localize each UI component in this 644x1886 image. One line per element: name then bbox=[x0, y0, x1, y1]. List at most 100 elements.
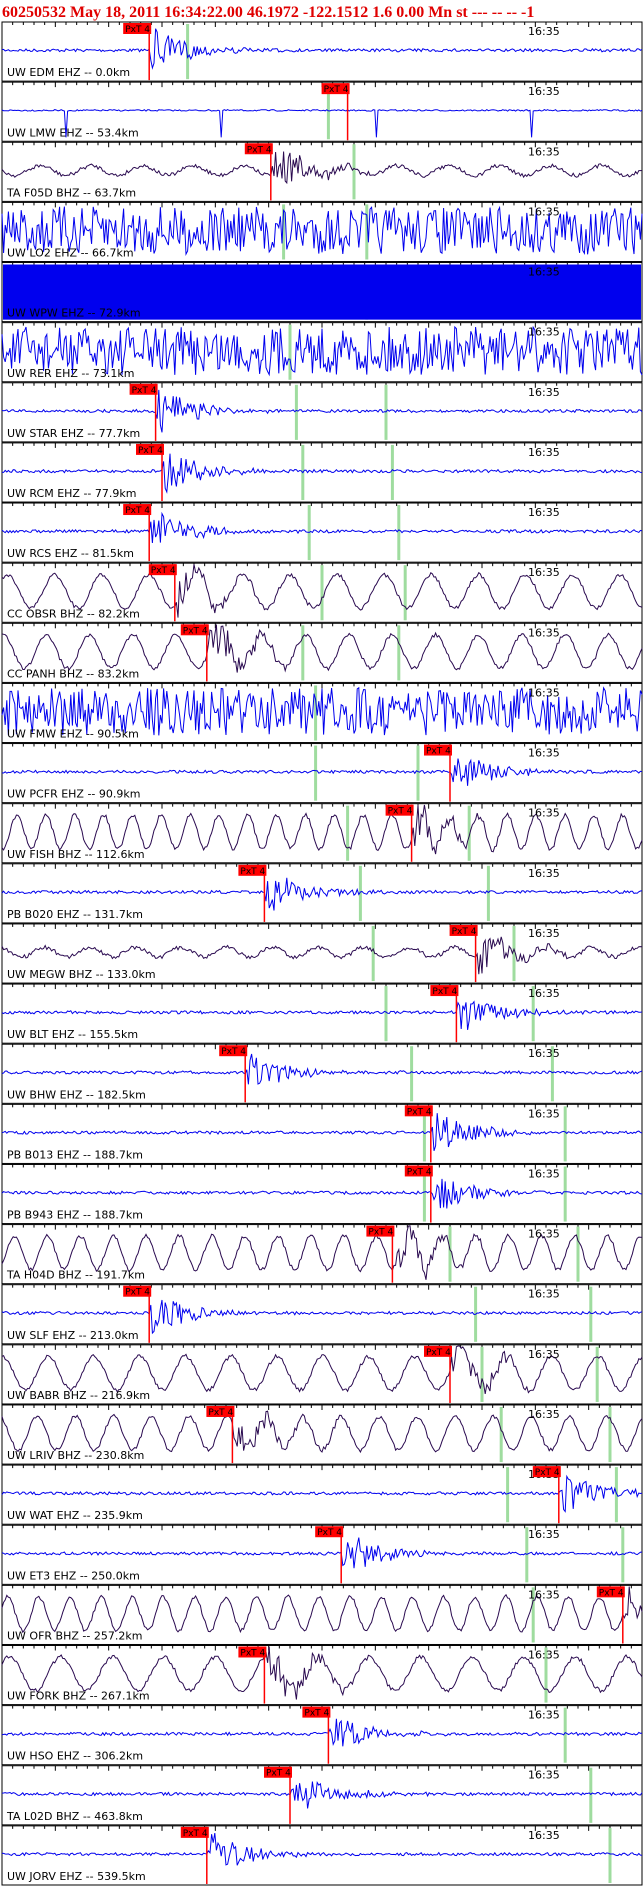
pick-tag bbox=[404, 1165, 433, 1177]
pick-label: PxT 4 bbox=[151, 566, 176, 576]
pick-tag bbox=[532, 1466, 561, 1478]
pick-tag bbox=[430, 985, 459, 997]
waveform bbox=[1, 877, 643, 911]
trace: UW LO2 EHZ -- 66.7km 16:35 bbox=[1, 201, 643, 263]
pick-tag bbox=[219, 1045, 248, 1057]
trace-label: UW WPW EHZ -- 72.9km bbox=[7, 307, 141, 320]
pick-tag bbox=[136, 443, 164, 455]
pick-label: PxT 4 bbox=[240, 867, 265, 877]
trace: UW LMW EHZ -- 53.4km 16:35 PxT 4 bbox=[1, 81, 643, 142]
pick-tag bbox=[404, 1105, 433, 1117]
trace-time: 16:35 bbox=[528, 927, 560, 940]
trace-label: PB B943 EHZ -- 188.7km bbox=[7, 1209, 143, 1222]
pick-label: PxT 4 bbox=[368, 1228, 393, 1238]
trace-label: TA F05D BHZ -- 63.7km bbox=[6, 186, 136, 199]
pick-tag bbox=[180, 624, 209, 636]
trace-time: 16:35 bbox=[528, 626, 560, 639]
pick-label: PxT 4 bbox=[208, 1408, 233, 1418]
waveform bbox=[1, 686, 643, 736]
pick-tag bbox=[180, 1826, 209, 1838]
waveform bbox=[1, 1225, 643, 1280]
trace-time: 16:35 bbox=[528, 1228, 560, 1241]
trace-label: UW LMW EHZ -- 53.4km bbox=[7, 126, 139, 139]
trace: UW RER EHZ -- 73.1km 16:35 bbox=[1, 322, 643, 383]
trace-time: 16:35 bbox=[528, 326, 560, 339]
waveform bbox=[1, 1345, 643, 1394]
trace: UW BLT EHZ -- 155.5km 16:35 PxT 4 bbox=[1, 983, 643, 1044]
waveform bbox=[1, 1586, 643, 1634]
trace-time: 16:35 bbox=[528, 747, 560, 760]
pick-label: PxT 4 bbox=[183, 1829, 208, 1839]
trace: CC PANH BHZ -- 83.2km 16:35 PxT 4 bbox=[1, 622, 643, 683]
pick-tag bbox=[206, 1405, 235, 1417]
trace-time: 16:35 bbox=[528, 145, 560, 158]
waveform bbox=[1, 28, 643, 70]
trace: UW BHW EHZ -- 182.5km 16:35 PxT 4 bbox=[1, 1043, 643, 1104]
pick-tag bbox=[244, 143, 273, 155]
trace-label: UW EDM EHZ -- 0.0km bbox=[7, 66, 130, 79]
pick-tag bbox=[129, 383, 158, 395]
pick-label: PxT 4 bbox=[247, 145, 272, 155]
trace-label: UW LRIV BHZ -- 230.8km bbox=[7, 1449, 144, 1462]
waveform bbox=[1, 1410, 643, 1454]
trace: PB B020 EHZ -- 131.7km 16:35 PxT 4 bbox=[1, 863, 643, 924]
trace-label: PB B020 EHZ -- 131.7km bbox=[7, 908, 143, 921]
trace-time: 16:35 bbox=[528, 1588, 560, 1601]
trace: UW BABR BHZ -- 216.9km 16:35 PxT 4 bbox=[1, 1344, 643, 1405]
pick-tag bbox=[424, 1345, 452, 1357]
waveform bbox=[1, 624, 643, 673]
trace-time: 16:35 bbox=[528, 566, 560, 579]
trace: UW EDM EHZ -- 0.0km 16:35 PxT 4 bbox=[1, 21, 643, 82]
pick-label: PxT 4 bbox=[304, 1709, 329, 1719]
trace-label: UW WAT EHZ -- 235.9km bbox=[7, 1509, 143, 1522]
trace: PB B943 EHZ -- 188.7km 16:35 PxT 4 bbox=[1, 1163, 643, 1225]
waveform bbox=[1, 1537, 643, 1569]
pick-label: PxT 4 bbox=[138, 446, 163, 456]
pick-label: PxT 4 bbox=[125, 25, 150, 35]
trace-time: 16:35 bbox=[528, 686, 560, 699]
saturated-trace bbox=[3, 264, 641, 320]
trace-time: 16:35 bbox=[528, 1528, 560, 1541]
trace: UW WPW EHZ -- 72.9km 16:35 bbox=[1, 262, 643, 323]
trace-label: UW RER EHZ -- 73.1km bbox=[7, 367, 134, 380]
pick-label: PxT 4 bbox=[599, 1588, 624, 1598]
pick-tag bbox=[424, 744, 452, 756]
trace-label: CC OBSR BHZ -- 82.2km bbox=[7, 607, 140, 620]
waveform bbox=[1, 1474, 643, 1513]
trace-time: 16:35 bbox=[528, 506, 560, 519]
trace-label: TA L02D BHZ -- 463.8km bbox=[6, 1810, 143, 1823]
waveform bbox=[1, 1833, 643, 1866]
trace: UW MEGW BHZ -- 133.0km 16:35 PxT 4 bbox=[1, 923, 643, 984]
trace-label: UW JORV EHZ -- 539.5km bbox=[7, 1870, 146, 1883]
trace-time: 16:35 bbox=[528, 1408, 560, 1421]
trace-label: UW RCM EHZ -- 77.9km bbox=[7, 487, 136, 500]
trace: TA F05D BHZ -- 63.7km 16:35 PxT 4 bbox=[1, 141, 643, 202]
trace: UW FMW EHZ -- 90.5km 16:35 bbox=[1, 682, 643, 744]
trace-label: UW RCS EHZ -- 81.5km bbox=[7, 547, 134, 560]
waveform bbox=[1, 453, 643, 494]
trace: UW HSO EHZ -- 306.2km 16:35 PxT 4 bbox=[1, 1705, 643, 1766]
trace-time: 16:35 bbox=[528, 807, 560, 820]
waveform bbox=[1, 151, 643, 185]
waveform bbox=[1, 1178, 643, 1209]
waveform bbox=[1, 1113, 643, 1152]
waveform bbox=[1, 205, 643, 256]
trace-time: 16:35 bbox=[528, 1107, 560, 1120]
waveform bbox=[1, 564, 643, 618]
pick-label: PxT 4 bbox=[407, 1167, 432, 1177]
trace-label: UW OFR BHZ -- 257.2km bbox=[7, 1629, 142, 1642]
trace-label: TA H04D BHZ -- 191.7km bbox=[6, 1269, 145, 1282]
pick-label: PxT 4 bbox=[388, 807, 413, 817]
trace: UW STAR EHZ -- 77.7km 16:35 PxT 4 bbox=[1, 382, 643, 443]
pick-tag bbox=[123, 23, 152, 34]
waveform bbox=[1, 511, 643, 544]
pick-label: PxT 4 bbox=[426, 1348, 451, 1358]
trace-label: UW FMW EHZ -- 90.5km bbox=[7, 728, 139, 741]
trace: UW ET3 EHZ -- 250.0km 16:35 PxT 4 bbox=[1, 1524, 643, 1585]
trace: UW RCM EHZ -- 77.9km 16:35 PxT 4 bbox=[1, 442, 643, 503]
trace-time: 16:35 bbox=[528, 1709, 560, 1722]
trace-time: 16:35 bbox=[528, 25, 560, 38]
trace-time: 16:35 bbox=[528, 987, 560, 1000]
